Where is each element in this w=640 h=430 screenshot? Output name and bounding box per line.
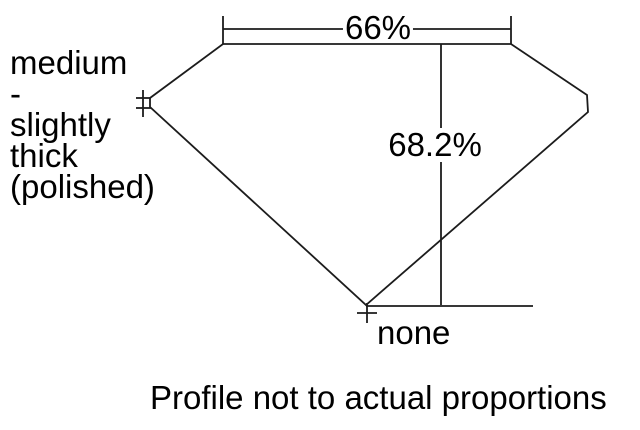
diamond-outline — [149, 43, 589, 307]
girdle-label-line-5: (polished) — [10, 168, 155, 205]
depth-percent-label: 68.2% — [387, 126, 483, 163]
girdle-label-line-1: medium — [10, 44, 128, 81]
caption: Profile not to actual proportions — [150, 379, 607, 416]
girdle-label-line-3: slightly — [10, 106, 111, 143]
culet-label: none — [377, 314, 451, 351]
girdle-label-line-2: - — [10, 75, 21, 112]
girdle-thickness-label: medium - slightly thick (polished) — [10, 44, 155, 205]
table-percent-label: 66% — [342, 9, 414, 46]
girdle-label-line-4: thick — [10, 137, 78, 174]
